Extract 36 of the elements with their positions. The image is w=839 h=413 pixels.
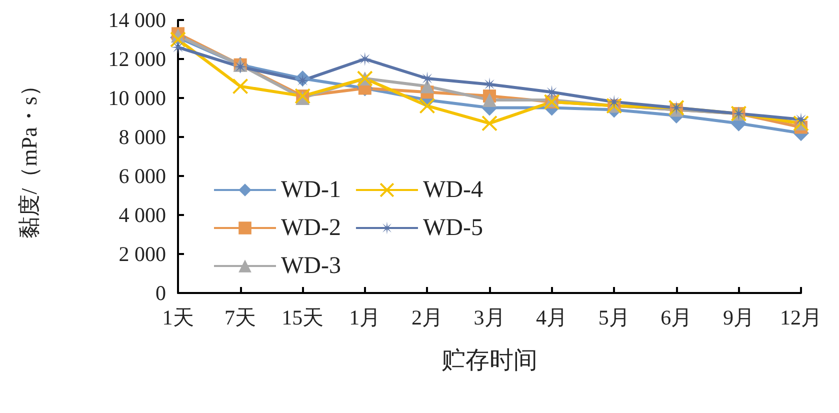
y-tick-label: 0 bbox=[156, 281, 166, 305]
y-tick-label: 12 000 bbox=[108, 47, 166, 71]
point bbox=[419, 98, 436, 114]
x-tick-label: 2月 bbox=[411, 306, 443, 330]
point bbox=[358, 52, 372, 66]
y-tick-label: 8 000 bbox=[118, 125, 166, 149]
legend-label: WD-1 bbox=[281, 177, 341, 203]
legend-label: WD-2 bbox=[281, 215, 341, 241]
x-tick-label: 9月 bbox=[722, 306, 754, 330]
point bbox=[794, 112, 808, 126]
point bbox=[482, 92, 496, 107]
x-tick-label: 12月 bbox=[780, 306, 822, 330]
legend-label: WD-4 bbox=[422, 177, 483, 203]
y-tick-label: 4 000 bbox=[118, 203, 166, 227]
y-tick-label: 6 000 bbox=[118, 164, 166, 188]
point bbox=[482, 77, 496, 92]
x-tick-label: 1月 bbox=[349, 306, 381, 330]
legend-label: WD-5 bbox=[422, 215, 483, 241]
x-tick-label: 6月 bbox=[660, 306, 692, 330]
x-tick-label: 7天 bbox=[224, 306, 256, 330]
y-axis-title: 黏度/（mPa・s） bbox=[16, 74, 42, 238]
x-tick-label: 4月 bbox=[536, 306, 568, 330]
x-tick-label: 5月 bbox=[598, 306, 630, 330]
point bbox=[171, 40, 185, 54]
point bbox=[607, 94, 622, 109]
y-tick-label: 14 000 bbox=[108, 8, 166, 32]
point bbox=[232, 78, 248, 94]
point bbox=[420, 79, 434, 94]
x-axis-title: 贮存时间 bbox=[442, 348, 538, 374]
x-tick-label: 1天 bbox=[162, 306, 194, 330]
x-tick-label: 3月 bbox=[474, 306, 506, 330]
y-tick-label: 2 000 bbox=[118, 242, 166, 266]
x-tick-label: 15天 bbox=[282, 306, 324, 330]
point bbox=[482, 115, 498, 132]
y-tick-label: 10 000 bbox=[108, 86, 166, 110]
legend-label: WD-3 bbox=[281, 253, 341, 279]
